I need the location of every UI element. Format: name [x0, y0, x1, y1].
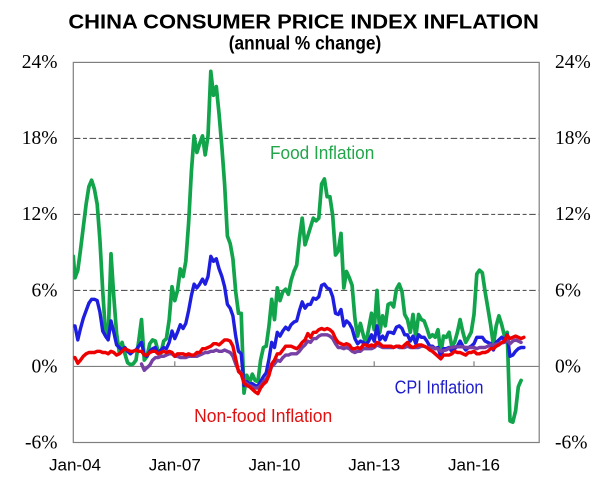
svg-text:CHINA CONSUMER PRICE INDEX INF: CHINA CONSUMER PRICE INDEX INFLATION — [68, 12, 538, 34]
svg-text:24%: 24% — [22, 52, 58, 73]
svg-text:-6%: -6% — [555, 432, 588, 453]
svg-text:12%: 12% — [555, 204, 591, 225]
svg-text:Jan-16: Jan-16 — [448, 456, 500, 475]
svg-text:6%: 6% — [555, 280, 581, 301]
svg-text:-6%: -6% — [25, 432, 58, 453]
svg-text:0%: 0% — [32, 356, 58, 377]
svg-text:Jan-13: Jan-13 — [348, 456, 400, 475]
svg-text:CPI Inflation: CPI Inflation — [395, 377, 484, 397]
svg-text:(annual % change): (annual % change) — [229, 33, 382, 54]
svg-text:12%: 12% — [22, 204, 58, 225]
svg-text:18%: 18% — [22, 128, 58, 149]
svg-text:0%: 0% — [555, 356, 581, 377]
svg-text:Food Inflation: Food Inflation — [270, 143, 374, 163]
svg-text:Jan-07: Jan-07 — [149, 456, 201, 475]
svg-text:Non-food Inflation: Non-food Inflation — [194, 406, 332, 426]
svg-text:Jan-10: Jan-10 — [249, 456, 301, 475]
svg-text:Jan-04: Jan-04 — [49, 456, 101, 475]
svg-text:24%: 24% — [555, 52, 591, 73]
svg-text:6%: 6% — [32, 280, 58, 301]
svg-text:18%: 18% — [555, 128, 591, 149]
